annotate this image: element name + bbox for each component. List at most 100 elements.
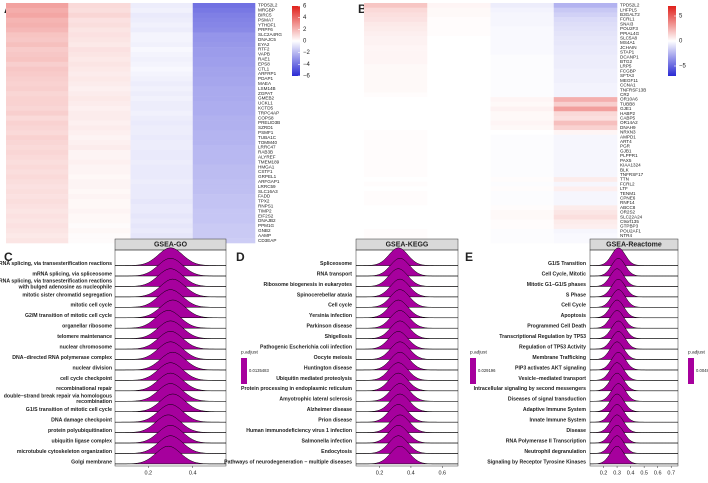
heatmap-cell <box>553 186 618 192</box>
heatmap-cell <box>6 169 69 175</box>
heatmap-cell <box>6 233 69 239</box>
ridge <box>589 352 679 371</box>
heatmap-cell <box>553 111 618 117</box>
category-label: Prion disease <box>318 418 352 424</box>
heatmap-cell <box>192 218 256 224</box>
ridge <box>114 383 227 402</box>
heatmap-cell <box>6 37 69 43</box>
heatmap-cell <box>192 179 256 185</box>
heatmap-cell <box>68 164 131 170</box>
row-label: FADD <box>258 194 271 199</box>
heatmap-cell <box>364 78 428 84</box>
heatmap-cell <box>427 177 491 183</box>
heatmap-cell <box>490 50 555 56</box>
ridge <box>114 351 227 371</box>
heatmap-cell <box>553 83 618 89</box>
heatmap-cell <box>553 40 618 46</box>
heatmap-cell <box>364 134 428 140</box>
heatmap-cell <box>6 125 69 131</box>
heatmap-cell <box>427 92 491 98</box>
row-label: CD3EAP <box>258 238 276 243</box>
heatmap-cell <box>553 45 618 51</box>
heatmap-cell <box>427 101 491 107</box>
row-label: VAPB <box>258 52 270 57</box>
heatmap-cell <box>130 17 194 23</box>
row-label: BLK <box>620 167 630 172</box>
heatmap-cell <box>6 42 69 48</box>
heatmap-cell <box>427 148 491 154</box>
heatmap-cell <box>553 97 618 103</box>
ridge <box>590 362 678 381</box>
heatmap-cell <box>364 191 428 197</box>
row-label: PPM1G <box>258 223 275 228</box>
heatmap-cell <box>553 195 618 201</box>
heatmap-cell <box>553 148 618 154</box>
heatmap-cell <box>490 200 555 206</box>
heatmap-cell <box>490 134 555 140</box>
heatmap-cell <box>427 31 491 37</box>
heatmap-cell <box>427 45 491 51</box>
row-label: NTR4 <box>620 233 632 238</box>
x-tick-label: 0.2 <box>144 470 152 476</box>
row-label: TUBB8 <box>620 101 635 106</box>
heatmap-cell <box>553 214 618 220</box>
ridge <box>115 362 226 381</box>
heatmap-cell <box>192 208 256 214</box>
heatmap-cell <box>6 149 69 156</box>
row-label: POU2F3 <box>620 26 638 31</box>
heatmap-cell <box>192 61 256 67</box>
heatmap-cell <box>192 100 256 107</box>
heatmap-cell <box>192 91 256 97</box>
heatmap-cell <box>6 17 69 23</box>
heatmap-cell <box>68 12 131 18</box>
heatmap-cell <box>490 238 555 244</box>
heatmap-cell <box>68 86 131 92</box>
category-label: Mitotic G1−G1/S phases <box>527 282 586 288</box>
heatmap-cell <box>553 139 618 145</box>
heatmap-cell <box>68 233 131 239</box>
heatmap-cell <box>130 42 194 48</box>
category-label: Shigellosis <box>325 334 353 340</box>
row-label: DNAJB2 <box>258 218 276 223</box>
panel-label: B <box>358 2 367 16</box>
heatmap-cell <box>68 27 131 33</box>
category-label: Diseases of signal transduction <box>508 397 586 403</box>
heatmap-cell <box>68 154 131 161</box>
heatmap-cell <box>427 214 491 220</box>
heatmap-cell <box>427 238 491 244</box>
heatmap-cell <box>68 140 131 146</box>
category-label: Intracellular signaling by second messen… <box>474 386 587 392</box>
row-label: HABP2 <box>620 111 636 116</box>
heatmap-cell <box>68 218 131 224</box>
legend-title: p.adjust <box>241 349 258 355</box>
heatmap-cell <box>553 21 618 27</box>
row-label: NRXN3 <box>620 130 636 135</box>
colorbar-label: 5 <box>679 14 683 20</box>
row-label: TMEM189 <box>258 159 280 164</box>
ridge <box>355 310 459 329</box>
ridge <box>589 278 679 298</box>
heatmap-cell <box>427 83 491 89</box>
heatmap-cell <box>553 228 618 234</box>
colorbar-label: −5 <box>679 64 687 70</box>
heatmap-cell <box>6 120 69 126</box>
heatmap-cell <box>130 32 194 38</box>
heatmap-cell <box>364 233 428 239</box>
category-label: RNA Polymerase II Transcription <box>506 438 586 444</box>
ridge <box>589 425 679 444</box>
ridge <box>356 362 458 381</box>
heatmap-cell <box>490 228 555 234</box>
heatmap-cell <box>364 83 428 89</box>
ridge <box>355 278 459 298</box>
heatmap-cell <box>130 135 194 141</box>
category-label: protein polyubiquitination <box>48 428 112 434</box>
heatmap-cell <box>68 223 131 229</box>
heatmap-cell <box>68 37 131 43</box>
heatmap-cell <box>427 21 491 27</box>
heatmap-cell <box>364 210 428 216</box>
heatmap-cell <box>130 71 194 77</box>
heatmap-cell <box>68 169 131 175</box>
ridge <box>355 351 459 371</box>
heatmap-cell <box>553 224 618 230</box>
category-label: Ribosome biogenesis in eukaryotes <box>263 282 352 288</box>
